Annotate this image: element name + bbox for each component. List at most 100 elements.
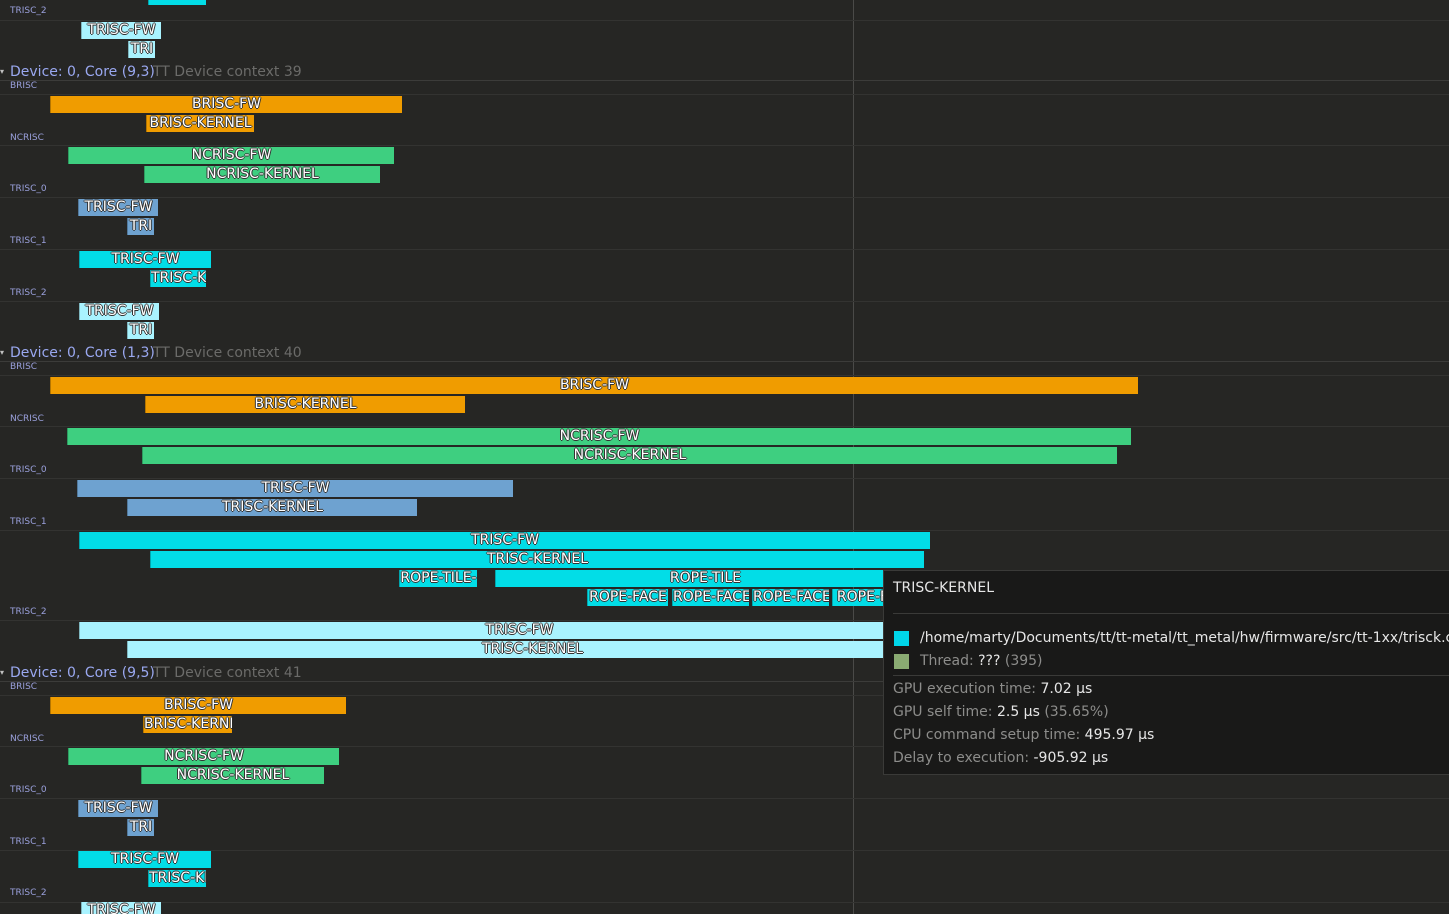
gpu-self-percent: (35.65%) — [1044, 704, 1109, 720]
thread-label-brisc: BRISC — [10, 81, 38, 91]
thread-label: Thread: — [920, 653, 974, 669]
zone-ncrisc-kernel[interactable]: NCRISC-KERNEL — [144, 166, 380, 183]
tooltip-title: TRISC-KERNEL — [893, 580, 994, 596]
row-separator — [0, 20, 1449, 21]
zone-trisc-kernel[interactable]: TRI — [127, 218, 154, 235]
zone-trisc-kernel[interactable]: TRI — [128, 41, 155, 58]
delay-row: Delay to execution: -905.92 µs — [893, 750, 1108, 766]
cpu-setup-label: CPU command setup time: — [893, 727, 1081, 743]
zone-ncrisc-fw[interactable]: NCRISC-FW — [68, 147, 394, 164]
thread-label-trisc0: TRISC_0 — [10, 785, 47, 795]
zone-trisc-fw[interactable]: TRISC-FW — [79, 251, 211, 268]
thread-label-trisc0: TRISC_0 — [10, 184, 47, 194]
thread-value: ??? — [978, 653, 1001, 669]
zone-brisc-fw[interactable]: BRISC-FW — [50, 96, 402, 113]
zone-trisc-fw[interactable]: TRISC-FW — [77, 480, 513, 497]
collapse-triangle-icon[interactable]: ▾ — [0, 348, 5, 357]
zone-trisc-fw[interactable]: TRISC-FW — [78, 199, 158, 216]
tooltip-separator — [893, 613, 1449, 614]
zone-trisc-fw[interactable]: TRISC-FW — [79, 303, 159, 320]
thread-label-trisc1: TRISC_1 — [10, 837, 47, 847]
zone-trisc-fw[interactable]: TRISC-FW — [78, 800, 158, 817]
device-context-label: TT Device context 40 — [153, 345, 302, 361]
row-separator — [0, 620, 1449, 621]
zone-brisc-kernel[interactable]: BRISC-KERNEL — [146, 115, 254, 132]
zone-ncrisc-fw[interactable]: NCRISC-FW — [68, 748, 339, 765]
tooltip-source-path: /home/marty/Documents/tt/tt-metal/tt_met… — [920, 630, 1449, 646]
collapse-triangle-icon[interactable]: ▾ — [0, 668, 5, 677]
row-separator — [0, 197, 1449, 198]
gpu-execution-row: GPU execution time: 7.02 µs — [893, 681, 1092, 697]
zone-rope-face[interactable]: ROPE-F — [832, 589, 892, 606]
thread-id: (395) — [1004, 653, 1043, 669]
zone-rope-face[interactable]: ROPE-FACE — [752, 589, 829, 606]
row-separator — [0, 478, 1449, 479]
tooltip-thread-row: Thread: ??? (395) — [920, 653, 1043, 669]
zone-rope-tile[interactable]: ROPE-TILE — [495, 570, 915, 587]
collapse-triangle-icon[interactable]: ▾ — [0, 67, 5, 76]
gpu-exec-value: 7.02 µs — [1040, 681, 1093, 697]
zone-rope-face[interactable]: ROPE-FACE — [672, 589, 749, 606]
zone-brisc-fw[interactable]: BRISC-FW — [50, 377, 1138, 394]
delay-value: -905.92 µs — [1033, 750, 1109, 766]
thread-label-trisc2: TRISC_2 — [10, 6, 47, 16]
row-separator — [0, 530, 1449, 531]
row-separator — [0, 798, 1449, 799]
cpu-setup-value: 495.97 µs — [1084, 727, 1155, 743]
row-separator — [0, 361, 1449, 362]
row-separator — [0, 375, 1449, 376]
cpu-setup-row: CPU command setup time: 495.97 µs — [893, 727, 1154, 743]
zone-trisc-kernel[interactable] — [148, 0, 206, 5]
delay-label: Delay to execution: — [893, 750, 1030, 766]
thread-label-ncrisc: NCRISC — [10, 414, 44, 424]
row-separator — [0, 695, 1449, 696]
thread-label-ncrisc: NCRISC — [10, 734, 44, 744]
zone-trisc-kernel[interactable]: TRISC-KERNEL — [127, 499, 417, 516]
gpu-self-row: GPU self time: 2.5 µs (35.65%) — [893, 704, 1109, 720]
zone-trisc-fw[interactable]: TRISC-FW — [79, 532, 930, 549]
row-separator — [0, 94, 1449, 95]
zone-brisc-kernel[interactable]: BRISC-KERNEL — [145, 396, 465, 413]
thread-label-trisc0: TRISC_0 — [10, 465, 47, 475]
zone-ncrisc-fw[interactable]: NCRISC-FW — [67, 428, 1131, 445]
zone-trisc-fw[interactable]: TRISC-FW — [81, 22, 161, 39]
zone-ncrisc-kernel[interactable]: NCRISC-KERNEL — [142, 447, 1117, 464]
device-core-label: Device: 0, Core (9,5) — [10, 665, 155, 681]
zone-trisc-kernel[interactable]: TRI — [127, 322, 154, 339]
row-separator — [0, 301, 1449, 302]
zone-trisc-kernel[interactable]: TRISC-K — [150, 270, 206, 287]
thread-color-swatch — [894, 654, 909, 669]
zone-trisc-fw[interactable]: TRISC-FW — [81, 902, 161, 914]
thread-label-trisc1: TRISC_1 — [10, 517, 47, 527]
thread-label-brisc: BRISC — [10, 682, 38, 692]
thread-label-trisc2: TRISC_2 — [10, 607, 47, 617]
row-separator — [0, 902, 1449, 903]
zone-rope-face[interactable]: ROPE-FACE — [587, 589, 668, 606]
thread-label-trisc2: TRISC_2 — [10, 888, 47, 898]
zone-brisc-fw[interactable]: BRISC-FW — [50, 697, 346, 714]
source-color-swatch — [894, 631, 909, 646]
zone-trisc-fw[interactable]: TRISC-FW — [79, 622, 959, 639]
row-separator — [0, 746, 1449, 747]
device-core-label: Device: 0, Core (1,3) — [10, 345, 155, 361]
gpu-exec-label: GPU execution time: — [893, 681, 1037, 697]
zone-trisc-kernel[interactable]: TRISC-KI — [148, 870, 206, 887]
zone-ncrisc-kernel[interactable]: NCRISC-KERNEL — [141, 767, 324, 784]
zone-trisc-fw[interactable]: TRISC-FW — [78, 851, 211, 868]
zone-tooltip: TRISC-KERNEL /home/marty/Documents/tt/tt… — [883, 570, 1449, 775]
zone-trisc-kernel[interactable]: TRISC-KERNEL — [127, 641, 937, 658]
thread-label-trisc2: TRISC_2 — [10, 288, 47, 298]
zone-brisc-kernel[interactable]: BRISC-KERNE — [143, 716, 232, 733]
device-core-label: Device: 0, Core (9,3) — [10, 64, 155, 80]
device-context-label: TT Device context 41 — [153, 665, 302, 681]
thread-label-ncrisc: NCRISC — [10, 133, 44, 143]
tooltip-separator — [893, 675, 1449, 676]
row-separator — [0, 681, 1449, 682]
row-separator — [0, 426, 1449, 427]
thread-label-trisc1: TRISC_1 — [10, 236, 47, 246]
zone-rope-tile[interactable]: ROPE-TILE- — [399, 570, 477, 587]
zone-trisc-kernel-hovered[interactable]: TRISC-KERNEL — [150, 551, 924, 568]
zone-trisc-kernel[interactable]: TRI — [127, 819, 154, 836]
row-separator — [0, 850, 1449, 851]
